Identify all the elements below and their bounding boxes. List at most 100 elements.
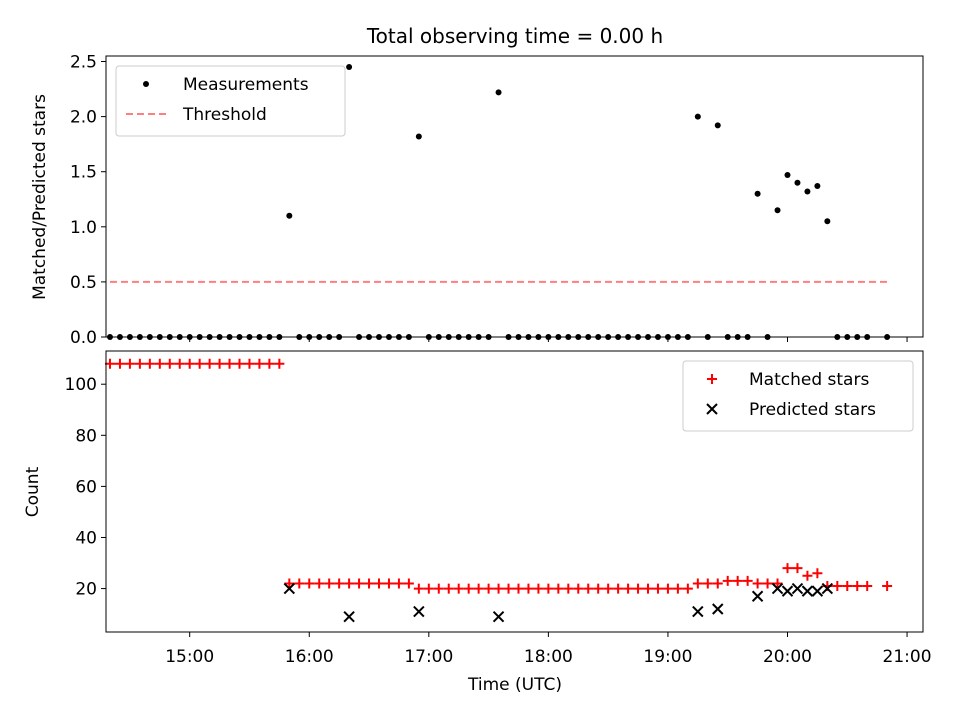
- predicted-stars-point: [781, 585, 794, 597]
- matched-stars-point: [244, 358, 255, 369]
- matched-stars-legend-label: Matched stars: [749, 370, 869, 390]
- matched-stars-point: [433, 583, 444, 594]
- x-tick-label: 21:00: [883, 647, 932, 667]
- matched-stars-point: [842, 581, 853, 592]
- predicted-stars-point: [692, 605, 704, 618]
- matched-stars-point: [792, 563, 803, 574]
- predicted-stars-legend-marker: [706, 403, 718, 415]
- matched-stars-point: [383, 578, 394, 589]
- matched-stars-point: [623, 583, 634, 594]
- bottom-y-tick-label: 40: [75, 528, 97, 548]
- matched-stars-point: [643, 583, 654, 594]
- measurements-point: [286, 212, 293, 219]
- matched-stars-point: [682, 583, 693, 594]
- x-tick-label: 16:00: [285, 647, 334, 667]
- predicted-stars-point: [771, 582, 784, 595]
- matched-stars-point: [862, 581, 873, 592]
- matched-stars-point: [324, 578, 335, 589]
- matched-stars-point: [274, 358, 285, 369]
- matched-stars-point: [782, 563, 793, 574]
- matched-stars-point: [812, 568, 823, 579]
- top-y-tick-label: 0.0: [70, 328, 97, 348]
- predicted-stars-point: [413, 605, 425, 618]
- top-y-axis-label: Matched/Predicted stars: [30, 94, 50, 300]
- matched-stars-point: [194, 358, 205, 369]
- bottom-y-axis-label: Count: [23, 466, 43, 517]
- matched-stars-point: [423, 583, 434, 594]
- x-tick-label: 17:00: [404, 647, 453, 667]
- matched-stars-point: [852, 581, 863, 592]
- matched-stars-point: [254, 358, 265, 369]
- matched-stars-point: [413, 583, 424, 594]
- matched-stars-point: [702, 578, 713, 589]
- matched-stars-point: [692, 578, 703, 589]
- x-tick-label: 19:00: [643, 647, 692, 667]
- matched-stars-point: [742, 575, 753, 586]
- matched-stars-point: [373, 578, 384, 589]
- matched-stars-point: [304, 578, 315, 589]
- matched-stars-point: [314, 578, 325, 589]
- predicted-stars-point: [791, 582, 804, 595]
- matched-stars-point: [802, 570, 813, 581]
- measurements-point: [754, 190, 761, 197]
- top-plot-frame: [105, 55, 924, 338]
- x-tick-label: 20:00: [763, 647, 812, 667]
- matched-stars-point: [712, 578, 723, 589]
- matched-stars-point: [354, 578, 365, 589]
- predicted-stars-point: [712, 603, 724, 615]
- matched-stars-point: [513, 583, 524, 594]
- measurements-legend-label: Measurements: [183, 75, 309, 95]
- matched-stars-point: [652, 583, 663, 594]
- bottom-y-tick-label: 100: [65, 375, 97, 395]
- matched-stars-point: [583, 583, 594, 594]
- predicted-stars-point: [343, 610, 355, 623]
- matched-stars-point: [463, 583, 474, 594]
- matched-stars-point: [503, 583, 514, 594]
- x-axis-label: Time (UTC): [467, 675, 562, 695]
- top-legend: Measurements Threshold: [115, 65, 346, 137]
- top-axes: 0.0 0.5 1.0 1.5 2.0 2.5 Measurements Threshold: [70, 53, 924, 348]
- measurements-point: [495, 89, 502, 96]
- matched-stars-point: [772, 578, 783, 589]
- matched-stars-point: [403, 578, 414, 589]
- matched-stars-point: [603, 583, 614, 594]
- matched-stars-point: [752, 578, 763, 589]
- matched-stars-point: [613, 583, 624, 594]
- matched-stars-point: [134, 358, 145, 369]
- matched-stars-point: [483, 583, 494, 594]
- bottom-axes: 20 40 60 80 100 15:00 16:00 17:00 18:00 19:00 20:0…: [65, 350, 932, 667]
- top-y-tick-label: 2.5: [70, 53, 97, 73]
- matched-stars-point: [563, 583, 574, 594]
- bottom-y-tick-label: 20: [75, 580, 97, 600]
- measurements-point: [694, 113, 701, 120]
- matched-stars-point: [364, 578, 375, 589]
- matched-stars-point: [523, 583, 534, 594]
- predicted-stars-point: [492, 610, 505, 623]
- x-tick-label: 15:00: [165, 647, 214, 667]
- matched-stars-point: [154, 358, 165, 369]
- matched-stars-point: [672, 583, 683, 594]
- matched-stars-point: [573, 583, 584, 594]
- matched-stars-point: [164, 358, 175, 369]
- matched-stars-point: [174, 358, 185, 369]
- matched-stars-point: [234, 358, 245, 369]
- matched-stars-point: [264, 358, 275, 369]
- bottom-legend: Matched stars Predicted stars: [682, 360, 914, 432]
- bottom-y-tick-label: 80: [75, 426, 97, 446]
- matched-stars-point: [224, 358, 235, 369]
- matched-stars-point: [732, 575, 743, 586]
- matched-stars-point: [543, 583, 554, 594]
- matched-stars-point: [144, 358, 155, 369]
- top-y-tick-label: 0.5: [70, 273, 97, 293]
- measurements-point: [346, 64, 353, 71]
- matched-stars-point: [204, 358, 215, 369]
- matched-stars-point: [124, 358, 135, 369]
- matched-stars-legend-marker: [707, 374, 717, 384]
- measurements-point: [824, 218, 831, 225]
- matched-stars-point: [633, 583, 644, 594]
- matched-stars-point: [294, 578, 305, 589]
- top-y-tick-label: 1.5: [70, 163, 97, 183]
- bottom-y-tick-label: 60: [75, 477, 97, 497]
- predicted-stars-point: [751, 590, 764, 602]
- bottom-legend-box: [682, 360, 914, 432]
